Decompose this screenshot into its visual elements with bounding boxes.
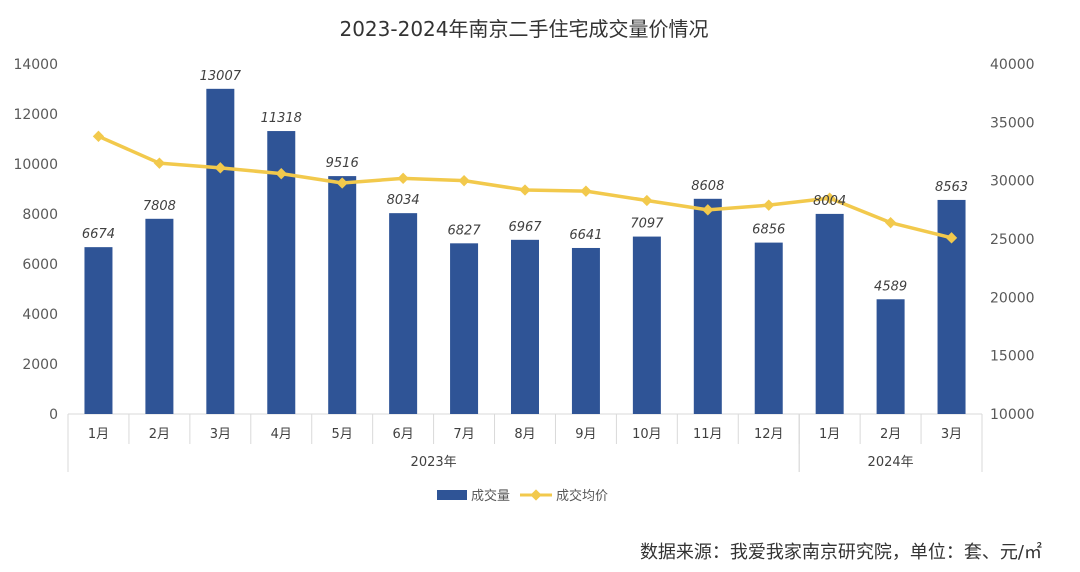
bar: [632, 236, 661, 414]
y-right-tick-label: 15000: [990, 349, 1035, 365]
bar-data-label: 6967: [508, 220, 542, 235]
line-series: [92, 130, 958, 244]
bar-data-label: 4589: [874, 279, 907, 294]
bar-data-label: 9516: [326, 156, 359, 171]
x-tick-label: 6月: [392, 427, 413, 442]
year-group-label: 2023年: [411, 455, 457, 470]
y-left-tick-label: 8000: [22, 207, 58, 223]
bar-data-label: 6641: [569, 228, 602, 243]
bar: [815, 213, 844, 414]
bar-data-label: 7097: [630, 217, 664, 232]
price-point: [641, 194, 653, 207]
y-left-tick-label: 10000: [13, 157, 58, 173]
y-left-tick-label: 2000: [22, 357, 58, 373]
bar: [389, 213, 418, 414]
legend-label-price: 成交均价: [556, 488, 608, 504]
price-point: [275, 168, 287, 180]
bar-data-label: 8004: [813, 194, 846, 209]
bar-data-label: 11318: [261, 111, 302, 126]
legend-label-volume: 成交量: [471, 488, 510, 504]
price-point: [580, 185, 592, 197]
source-note: 数据来源：我爱我家南京研究院，单位：套、元/㎡: [640, 541, 1042, 563]
bar: [571, 247, 600, 414]
y-left-tick-label: 12000: [13, 107, 58, 123]
price-point: [458, 175, 470, 187]
chart-title: 2023-2024年南京二手住宅成交量价情况: [339, 17, 708, 41]
bar: [876, 299, 905, 414]
price-point: [763, 199, 775, 211]
x-tick-label: 1月: [88, 427, 109, 442]
bar: [206, 88, 235, 414]
x-tick-label: 5月: [332, 427, 353, 442]
data-labels: 6674 7808 13007 11318 9516 8034 6827 6967 6641 70…: [82, 69, 968, 294]
y-right-tick-label: 35000: [990, 115, 1035, 131]
y-left-tick-label: 0: [49, 407, 58, 423]
x-tick-label: 1月: [819, 427, 840, 442]
bar-data-label: 8608: [691, 179, 724, 194]
bar-data-label: 13007: [200, 69, 242, 84]
bar: [511, 239, 539, 414]
x-tick-label: 3月: [941, 427, 962, 442]
axes: 0 2000 4000 6000 8000 10000 12000 14000 10000 150…: [13, 57, 1035, 472]
y-right-tick-label: 25000: [990, 232, 1035, 248]
price-point: [397, 172, 409, 184]
price-point: [92, 130, 105, 142]
bar-data-label: 6827: [448, 223, 482, 238]
price-point: [884, 217, 897, 229]
bar-data-label: 6856: [752, 223, 785, 238]
bar: [84, 247, 113, 414]
bar: [450, 243, 479, 414]
bar: [937, 199, 966, 414]
bar-series: [84, 88, 966, 415]
price-point: [336, 177, 348, 189]
x-tick-label: 9月: [575, 427, 596, 442]
bar-data-label: 6674: [82, 227, 115, 242]
bar: [693, 198, 722, 414]
y-right-tick-label: 10000: [990, 407, 1035, 423]
legend-swatch-price-marker: [530, 489, 542, 501]
bar: [145, 218, 174, 414]
y-left-tick-label: 4000: [22, 307, 58, 323]
y-left-tick-label: 6000: [22, 257, 58, 273]
y-right-tick-label: 20000: [990, 290, 1035, 306]
price-point: [214, 162, 226, 174]
legend: 成交量 成交均价: [437, 488, 608, 504]
price-point: [945, 232, 958, 244]
bar: [328, 176, 357, 414]
y-right-tick-label: 30000: [990, 174, 1035, 190]
price-point: [153, 157, 166, 169]
price-point: [824, 192, 836, 204]
y-right-tick-label: 40000: [990, 57, 1035, 73]
x-tick-label: 7月: [453, 427, 474, 442]
x-tick-label: 10月: [632, 427, 662, 442]
x-tick-label: 11月: [693, 427, 723, 442]
bar: [754, 242, 783, 414]
x-tick-label: 2月: [149, 427, 170, 442]
price-point: [519, 184, 531, 196]
year-group-label: 2024年: [868, 455, 914, 470]
bar-data-label: 7808: [143, 199, 176, 214]
legend-swatch-volume: [437, 490, 467, 500]
x-tick-label: 12月: [754, 427, 784, 442]
x-tick-label: 4月: [271, 427, 292, 442]
x-tick-label: 8月: [514, 427, 535, 442]
x-tick-label: 3月: [210, 427, 231, 442]
price-point: [702, 204, 714, 216]
x-tick-label: 2月: [880, 427, 901, 442]
bar-data-label: 8034: [387, 193, 420, 208]
y-left-tick-label: 14000: [13, 57, 58, 73]
bar-data-label: 8563: [935, 180, 968, 195]
